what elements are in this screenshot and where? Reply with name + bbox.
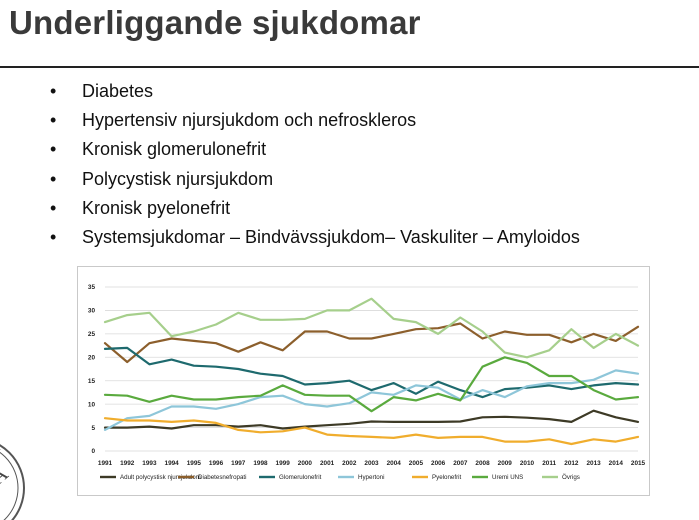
university-seal-logo: CA	[0, 444, 25, 520]
y-tick-label: 35	[88, 284, 96, 291]
y-tick-label: 0	[91, 448, 95, 455]
bullet-dot: •	[50, 226, 57, 247]
legend-label: Pyelonefrit	[432, 474, 462, 481]
x-tick-label: 2003	[364, 460, 379, 467]
bullet-text: Hypertensiv njursjukdom och nefroskleros	[82, 110, 417, 131]
y-tick-label: 20	[88, 354, 96, 361]
y-tick-label: 15	[88, 378, 96, 385]
x-tick-label: 1998	[253, 460, 268, 467]
x-tick-label: 1992	[120, 460, 135, 467]
series-line	[103, 417, 640, 446]
x-tick-label: 1991	[98, 460, 113, 467]
x-tick-label: 1996	[209, 460, 224, 467]
bullet-item: • Hypertensiv njursjukdom och nefrosklero…	[50, 108, 580, 137]
x-tick-label: 2008	[475, 460, 490, 467]
y-tick-label: 30	[88, 308, 96, 315]
y-tick-label: 10	[88, 401, 96, 408]
x-tick-label: 2013	[586, 460, 601, 467]
series-line	[103, 369, 640, 431]
x-tick-label: 2011	[542, 460, 556, 467]
seal-lettering: CA	[0, 463, 13, 498]
series-line	[103, 297, 640, 359]
bullet-text: Diabetes	[82, 81, 154, 101]
bullet-item: • Kronisk glomerulonefrit	[50, 137, 580, 166]
bullet-item: • Polycystisk njursjukdom	[50, 167, 580, 196]
bullet-dot: •	[50, 168, 57, 189]
chart-frame: 0 5 10 15 20 25 30 35 1991 1992 1993 1994 1995 1996 19…	[77, 266, 650, 496]
series-line	[103, 346, 640, 399]
bullet-item: • Kronisk pyelonefrit	[50, 196, 580, 225]
seal-ring-outer	[0, 444, 25, 520]
x-tick-label: 1995	[187, 460, 202, 467]
bullet-text: Polycystisk njursjukdom	[82, 168, 274, 189]
series-line	[103, 356, 640, 413]
bullet-dot: •	[50, 139, 57, 160]
x-tick-label: 1999	[276, 460, 291, 467]
x-tick-label: 2012	[564, 460, 579, 467]
legend-label: Adult polycystisk njursjukdom	[120, 474, 201, 481]
legend-label: Glomerulonefrit	[279, 474, 322, 481]
x-tick-label: 2004	[387, 460, 402, 467]
x-tick-label: 2006	[431, 460, 446, 467]
x-tick-label: 1994	[165, 460, 180, 467]
bullet-text: Systemsjukdomar – Bindvävssjukdom– Vasku…	[82, 226, 580, 247]
series-line	[103, 409, 640, 430]
x-tick-label: 2009	[498, 460, 513, 467]
x-tick-label: 2002	[342, 460, 357, 467]
x-tick-label: 2007	[453, 460, 468, 467]
bullet-dot: •	[50, 197, 57, 218]
y-tick-label: 5	[91, 425, 95, 432]
slide-title: Underliggande sjukdomar	[9, 4, 421, 41]
line-chart: 0 5 10 15 20 25 30 35 1991 1992 1993 1994 1995 1996 19…	[88, 284, 646, 481]
y-tick-label: 25	[88, 331, 96, 338]
bullet-dot: •	[50, 81, 57, 101]
x-tick-label: 1993	[142, 460, 157, 467]
bullet-item: • Diabetes	[50, 79, 580, 108]
x-tick-label: 2005	[409, 460, 424, 467]
seal-ring-inner	[0, 451, 19, 520]
legend-label: Uremi UNS	[492, 474, 523, 481]
bullet-text: Kronisk pyelonefrit	[82, 197, 231, 218]
bullet-list: • Diabetes • Hypertensiv njursjukdom och n…	[50, 79, 580, 254]
bullet-text: Kronisk glomerulonefrit	[82, 139, 267, 160]
series-line	[103, 322, 640, 364]
x-tick-label: 2014	[609, 460, 624, 467]
legend-label: Övrigs	[562, 474, 580, 481]
legend-label: Diabetesnefropati	[198, 474, 247, 481]
x-tick-label: 2000	[298, 460, 313, 467]
x-tick-label: 2015	[631, 460, 646, 467]
legend-label: Hypertoni	[358, 474, 384, 481]
bullet-item: • Systemsjukdomar – Bindvävssjukdom– Vask…	[50, 225, 580, 254]
x-tick-label: 1997	[231, 460, 246, 467]
x-tick-label: 2010	[520, 460, 535, 467]
title-divider	[0, 66, 699, 68]
bullet-dot: •	[50, 110, 57, 131]
x-tick-label: 2001	[320, 460, 335, 467]
